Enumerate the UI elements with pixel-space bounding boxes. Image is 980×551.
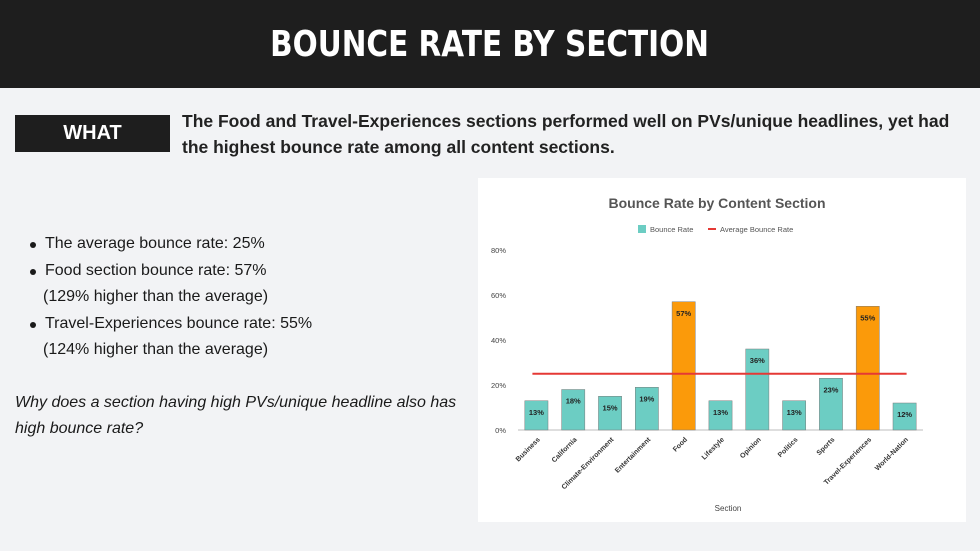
bullet-text: Travel-Experiences bounce rate: 55% <box>45 314 313 332</box>
bullet-text: Food section bounce rate: 57% <box>45 261 267 279</box>
bar-climate-environment <box>598 396 622 431</box>
bullet-subtext: (129% higher than the average) <box>43 288 269 305</box>
data-label: 13% <box>713 408 728 417</box>
bullet-item: Food section bounce rate: 57% (129% high… <box>27 258 467 311</box>
data-label: 57% <box>676 309 691 318</box>
question-text: Why does a section having high PVs/uniqu… <box>15 394 457 437</box>
data-label: 15% <box>603 403 618 412</box>
data-label: 36% <box>750 356 765 365</box>
legend-label-average: Average Bounce Rate <box>720 225 793 234</box>
bullet-text: The average bounce rate: 25% <box>45 235 265 252</box>
x-tick-label: Business <box>515 436 542 463</box>
bar-world-nation <box>892 402 917 431</box>
bullet-subtext: (124% higher than the average) <box>43 341 269 358</box>
y-tick-label: 60% <box>491 291 506 300</box>
bullet-item: Travel-Experiences bounce rate: 55% (124… <box>27 311 467 364</box>
x-tick-label: Sports <box>816 436 837 457</box>
bar-sports <box>819 378 843 431</box>
bullet-dot <box>30 268 36 275</box>
page-title: BOUNCE RATE BY SECTION <box>270 23 710 65</box>
what-badge: WHAT <box>15 115 170 152</box>
bullet-dot <box>30 242 36 248</box>
x-tick-label: Lifestyle <box>701 436 726 461</box>
data-label: 13% <box>529 408 544 417</box>
y-tick-label: 20% <box>491 381 506 390</box>
chart-title: Bounce Rate by Content Section <box>608 195 825 211</box>
bar-food <box>671 301 696 431</box>
bullet-dot <box>30 321 36 328</box>
bar-lifestyle <box>708 400 733 431</box>
data-label: 12% <box>897 410 912 419</box>
x-tick-label: Opinion <box>739 436 763 460</box>
x-tick-label: Food <box>672 436 689 453</box>
x-tick-label: Politics <box>777 436 800 459</box>
bullet-item: The average bounce rate: 25% <box>27 231 467 258</box>
y-tick-label: 0% <box>495 426 506 435</box>
data-label: 13% <box>787 408 802 417</box>
y-tick-label: 80% <box>491 246 506 255</box>
bar-politics <box>782 400 806 431</box>
bar-california <box>561 389 586 431</box>
bar-chart: Bounce Rate by Content Section Bounce Rat… <box>491 195 923 513</box>
data-label: 55% <box>860 313 875 322</box>
x-axis-title: Section <box>715 504 742 513</box>
data-label: 19% <box>639 394 654 403</box>
data-label: 18% <box>566 397 581 406</box>
bullet-list: The average bounce rate: 25% Food sectio… <box>27 231 467 364</box>
x-tick-label: Entertainment <box>614 436 653 475</box>
bar-business <box>524 400 549 431</box>
y-tick-label: 40% <box>491 336 506 345</box>
x-tick-label: World-Nation <box>874 436 910 472</box>
legend-label-bounce-rate: Bounce Rate <box>650 225 693 234</box>
data-label: 23% <box>823 385 838 394</box>
x-tick-label: California <box>551 436 579 464</box>
bar-entertainment <box>635 387 659 431</box>
bar-travel-experiences <box>855 306 880 431</box>
bar-opinion <box>745 348 770 431</box>
legend-swatch-bounce-rate <box>638 225 646 233</box>
header-bar: BOUNCE RATE BY SECTION <box>0 0 980 88</box>
chart-card: Bounce Rate by Content Section Bounce Rat… <box>478 178 966 522</box>
what-text: The Food and Travel-Experiences sections… <box>182 111 950 157</box>
